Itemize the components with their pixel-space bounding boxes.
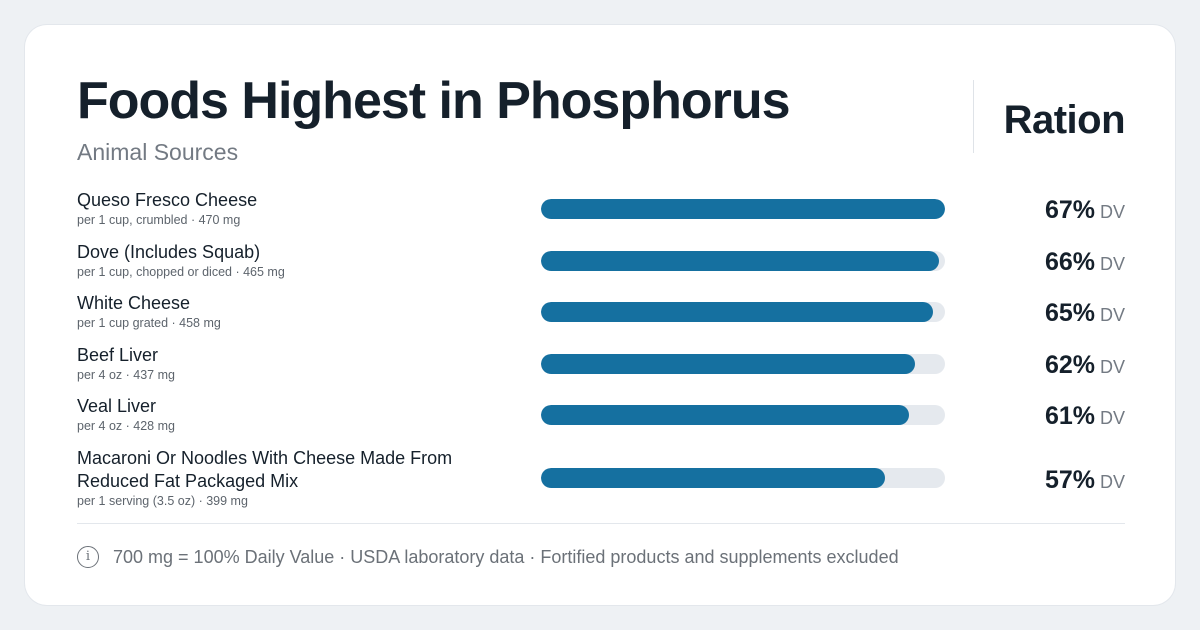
chart-card: Foods Highest in Phosphorus Animal Sourc… (25, 25, 1175, 605)
dv-percent: 57% (1044, 465, 1095, 494)
bar-track (541, 250, 945, 271)
brand-logo: Ration (1003, 98, 1126, 142)
food-serving: per 1 serving (3.5 oz) · 399 mg (77, 493, 248, 508)
food-name: Beef Liver (77, 344, 159, 365)
dv-unit: DV (1099, 356, 1125, 377)
dv-percent: 62% (1044, 350, 1095, 379)
data-label: 62% DV (1045, 350, 1125, 382)
dv-percent: 61% (1044, 402, 1095, 430)
food-name: Dove (Includes Squab) (77, 241, 261, 262)
dv-unit: DV (1099, 202, 1125, 222)
food-serving: per 1 cup, crumbled · 470 mg (77, 213, 241, 227)
dv-percent: 67% (1044, 196, 1095, 224)
bar-track (541, 199, 945, 219)
chart-subtitle: Animal Sources (77, 139, 239, 165)
data-label: 65% DV (1045, 298, 1125, 330)
bar (541, 467, 885, 488)
data-label: 66% DV (1045, 247, 1125, 279)
bar (541, 353, 915, 374)
chart-title: Foods Highest in Phosphorus (77, 72, 791, 130)
data-label: 67% DV (1045, 195, 1125, 227)
food-info: Veal Liver per 4 oz · 428 mg (77, 395, 517, 434)
food-info: White Cheese per 1 cup grated · 458 mg (77, 292, 517, 331)
food-name: Veal Liver (77, 396, 157, 416)
food-info: Queso Fresco Cheese per 1 cup, crumbled … (77, 189, 517, 228)
bar-row: Veal Liver per 4 oz · 428 mg 61% DV (77, 395, 1125, 447)
dv-unit: DV (1099, 253, 1125, 274)
food-serving: per 1 cup grated · 458 mg (77, 316, 221, 330)
bar (541, 250, 939, 271)
food-serving: per 4 oz · 428 mg (77, 419, 175, 433)
bar-track (541, 302, 945, 322)
dv-percent: 65% (1044, 299, 1095, 327)
bar (541, 199, 945, 219)
header-divider (973, 80, 974, 153)
food-info: Beef Liver per 4 oz · 437 mg (77, 344, 517, 383)
dv-percent: 66% (1044, 247, 1095, 276)
food-name: Macaroni Or Noodles With Cheese Made Fro… (77, 447, 453, 491)
dv-unit: DV (1099, 471, 1125, 492)
footer-text: 700 mg = 100% Daily Value · USDA laborat… (113, 547, 899, 567)
data-label: 61% DV (1045, 401, 1125, 433)
bar-track (541, 353, 945, 374)
info-icon: i (77, 546, 99, 568)
bar-row: White Cheese per 1 cup grated · 458 mg 6… (77, 292, 1125, 344)
bar (541, 405, 909, 425)
food-info: Macaroni Or Noodles With Cheese Made Fro… (77, 447, 517, 509)
bar-row: Queso Fresco Cheese per 1 cup, crumbled … (77, 189, 1125, 241)
food-name: Queso Fresco Cheese (77, 190, 258, 210)
footer-divider (77, 523, 1125, 524)
footer-note: i 700 mg = 100% Daily Value · USDA labor… (77, 543, 899, 571)
bar-track (541, 405, 945, 425)
bar-track (541, 467, 945, 488)
food-name: White Cheese (77, 293, 191, 313)
bar-row: Dove (Includes Squab) per 1 cup, chopped… (77, 241, 1125, 293)
bar (541, 302, 933, 322)
bar-row: Macaroni Or Noodles With Cheese Made Fro… (77, 447, 1125, 513)
bar-row: Beef Liver per 4 oz · 437 mg 62% DV (77, 344, 1125, 396)
bar-rows: Queso Fresco Cheese per 1 cup, crumbled … (77, 189, 1125, 513)
data-label: 57% DV (1045, 465, 1125, 497)
dv-unit: DV (1099, 408, 1125, 428)
food-info: Dove (Includes Squab) per 1 cup, chopped… (77, 241, 517, 280)
food-serving: per 4 oz · 437 mg (77, 367, 175, 382)
dv-unit: DV (1099, 305, 1125, 325)
food-serving: per 1 cup, chopped or diced · 465 mg (77, 264, 285, 279)
